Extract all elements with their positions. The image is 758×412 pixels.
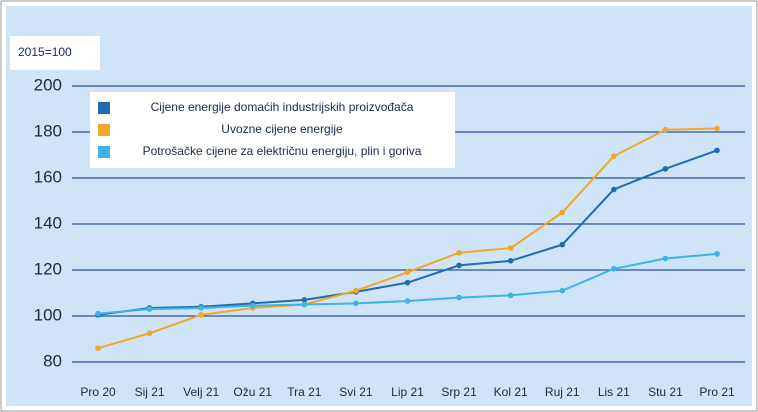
data-point	[95, 310, 101, 317]
data-point	[559, 209, 566, 216]
data-point	[301, 297, 308, 303]
x-tick-label: Ožu 21	[233, 385, 272, 399]
x-tick-label: Lis 21	[598, 385, 630, 399]
legend: Cijene energije domaćih industrijskih pr…	[90, 92, 455, 168]
y-tick-label: 140	[34, 213, 62, 232]
legend-label: Uvozne cijene energije	[221, 122, 343, 136]
data-point	[559, 241, 566, 248]
data-point	[456, 249, 462, 256]
y-tick-label: 180	[34, 121, 62, 140]
x-tick-label: Svi 21	[339, 385, 373, 399]
legend-swatch	[98, 102, 110, 114]
legend-box	[90, 92, 455, 168]
y-tick-label: 80	[43, 351, 62, 370]
x-tick-label: Pro 20	[80, 385, 116, 399]
data-point	[714, 147, 720, 154]
data-point	[301, 301, 308, 308]
data-point	[249, 302, 256, 309]
legend-label: Potrošačke cijene za električnu energiju…	[143, 144, 422, 158]
data-point	[507, 258, 514, 264]
data-point	[611, 153, 617, 159]
legend-swatch	[98, 124, 110, 136]
x-tick-label: Srp 21	[441, 385, 477, 399]
data-point	[353, 287, 359, 294]
x-tick-label: Stu 21	[648, 385, 683, 399]
data-point	[146, 306, 153, 312]
data-point	[662, 126, 669, 133]
x-tick-label: Ruj 21	[545, 385, 580, 399]
data-point	[662, 166, 669, 172]
x-tick-label: Tra 21	[287, 385, 322, 399]
subtitle-box	[10, 36, 100, 70]
data-point	[611, 186, 617, 193]
data-point	[404, 269, 411, 276]
x-tick-label: Sij 21	[135, 385, 165, 399]
data-point	[95, 345, 101, 352]
lines	[95, 125, 720, 352]
x-tick-label: Kol 21	[494, 385, 528, 399]
x-tick-label: Velj 21	[183, 385, 219, 399]
legend-swatch	[98, 146, 110, 158]
data-point	[404, 298, 411, 304]
data-point	[662, 255, 669, 262]
data-point	[353, 300, 359, 307]
x-tick-label: Pro 21	[699, 385, 735, 399]
y-tick-label: 200	[34, 75, 62, 94]
data-point	[404, 279, 411, 286]
y-tick-label: 100	[34, 305, 62, 324]
data-point	[507, 292, 514, 299]
data-point	[198, 305, 204, 311]
data-point	[456, 294, 462, 301]
y-tick-label: 120	[34, 259, 62, 278]
subtitle: 2015=100	[18, 45, 72, 59]
x-tick-label: Lip 21	[391, 385, 424, 399]
data-point	[507, 245, 514, 251]
data-point	[198, 312, 204, 318]
y-tick-label: 160	[34, 167, 62, 186]
plot-background	[6, 6, 752, 406]
data-point	[146, 330, 153, 337]
legend-label: Cijene energije domaćih industrijskih pr…	[151, 100, 414, 114]
data-point	[714, 251, 720, 257]
data-point	[456, 262, 462, 269]
data-point	[611, 266, 617, 272]
data-point	[559, 287, 566, 294]
data-point	[714, 125, 720, 132]
